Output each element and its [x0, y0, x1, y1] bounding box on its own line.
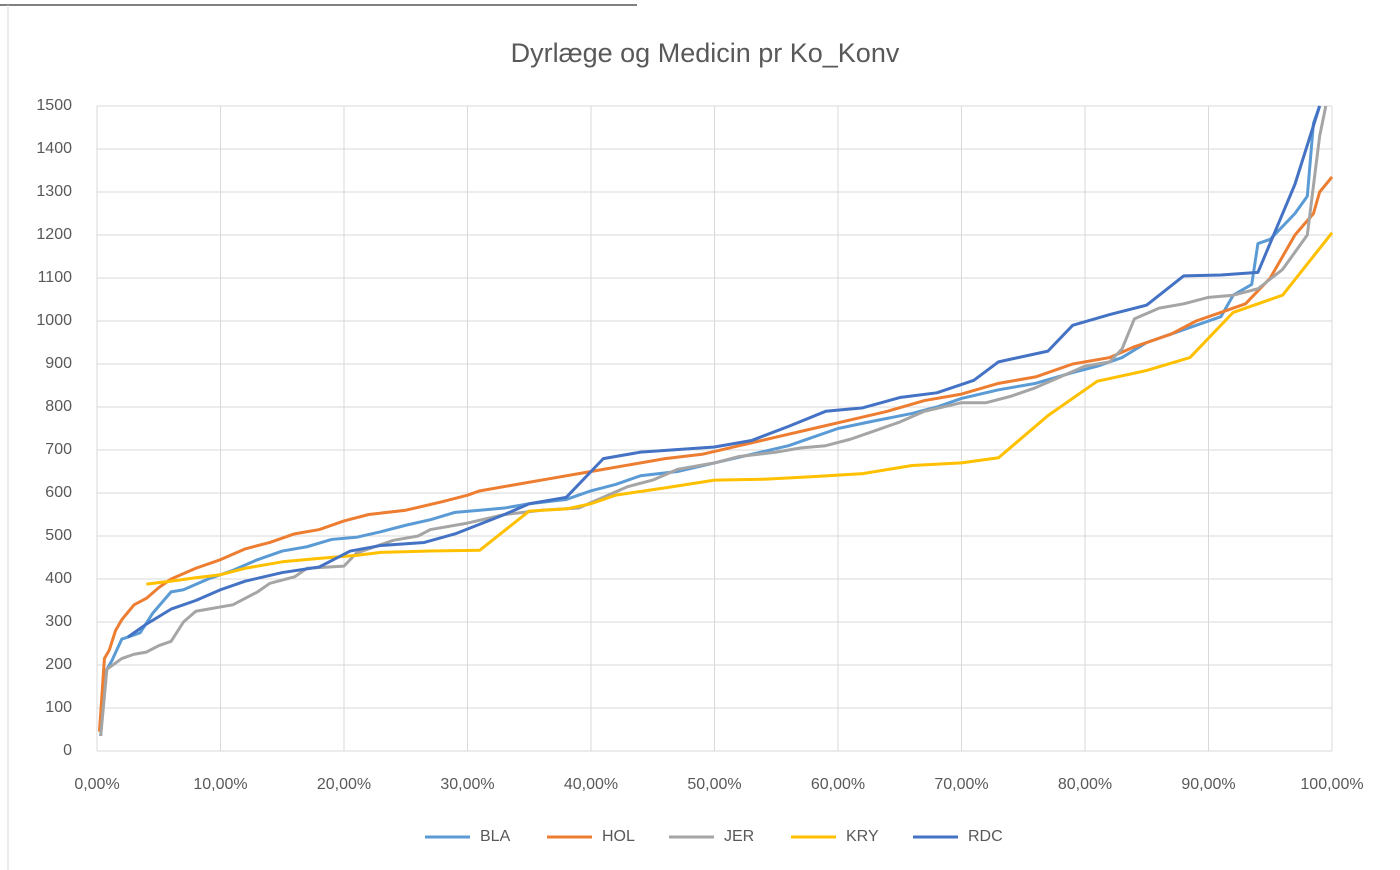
- y-tick-label: 900: [45, 355, 72, 372]
- chart-title: Dyrlæge og Medicin pr Ko_Konv: [511, 38, 900, 68]
- y-tick-label: 100: [45, 699, 72, 716]
- legend-label: HOL: [602, 828, 635, 845]
- legend-label: JER: [724, 828, 754, 845]
- y-tick-label: 800: [45, 398, 72, 415]
- series-line: [127, 105, 1322, 639]
- y-tick-label: 500: [45, 527, 72, 544]
- x-tick-label: 80,00%: [1058, 776, 1112, 793]
- x-tick-label: 100,00%: [1300, 776, 1363, 793]
- y-tick-label: 1100: [38, 269, 73, 286]
- x-tick-label: 40,00%: [564, 776, 618, 793]
- x-tick-label: 30,00%: [440, 776, 494, 793]
- y-tick-label: 1200: [36, 226, 72, 243]
- y-tick-label: 1000: [36, 312, 72, 329]
- plot-area: [97, 105, 1334, 737]
- y-tick-label: 600: [45, 484, 72, 501]
- y-tick-label: 400: [45, 570, 72, 587]
- x-tick-label: 0,00%: [74, 776, 119, 793]
- y-tick-label: 1400: [36, 140, 72, 157]
- x-tick-label: 10,00%: [193, 776, 247, 793]
- y-tick-label: 300: [45, 613, 72, 630]
- series-line: [97, 175, 1334, 732]
- y-tick-label: 700: [45, 441, 72, 458]
- y-tick-label: 200: [45, 656, 72, 673]
- legend-label: BLA: [480, 828, 511, 845]
- y-tick-label: 1300: [36, 183, 72, 200]
- legend-label: KRY: [846, 828, 879, 845]
- series-line: [146, 231, 1334, 586]
- x-tick-label: 60,00%: [811, 776, 865, 793]
- y-tick-label: 0: [63, 742, 72, 759]
- x-tick-label: 90,00%: [1181, 776, 1235, 793]
- series-line: [99, 105, 1328, 737]
- x-tick-label: 20,00%: [317, 776, 371, 793]
- series-line: [99, 105, 1322, 737]
- x-tick-label: 50,00%: [687, 776, 741, 793]
- x-tick-label: 70,00%: [934, 776, 988, 793]
- y-tick-label: 1500: [36, 97, 72, 114]
- legend-label: RDC: [968, 828, 1003, 845]
